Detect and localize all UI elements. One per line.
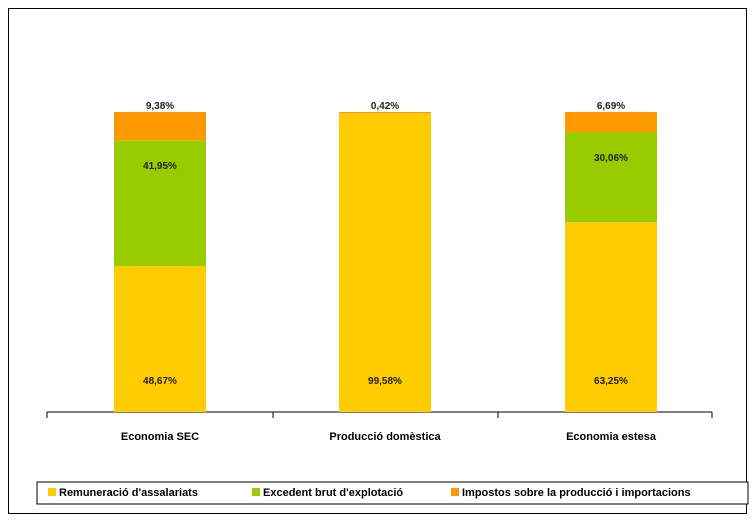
- data-label-economia-estesa-remuneracio-d-assalariats: 63,25%: [594, 376, 628, 387]
- bar-economia-estesa-excedent-brut-d-explotacio: [565, 132, 657, 223]
- data-label-economia-sec-impostos-sobre-la-produccio-i-importacions: 9,38%: [146, 101, 174, 112]
- legend: Remuneració d'assalariats Excedent brut d…: [36, 481, 749, 505]
- legend-label-impostos-sobre-la-produccio-i-importacions: Impostos sobre la producció i importacio…: [462, 487, 691, 499]
- legend-box: [36, 481, 749, 505]
- x-tick-label-economia-sec: Economia SEC: [121, 431, 199, 443]
- data-label-economia-sec-excedent-brut-d-explotacio: 41,95%: [143, 161, 177, 172]
- legend-swatch-remuneracio-d-assalariats: [48, 488, 56, 496]
- bar-economia-sec-impostos-sobre-la-produccio-i-importacions: [114, 112, 206, 141]
- data-label-economia-sec-remuneracio-d-assalariats: 48,67%: [143, 376, 177, 387]
- data-label-produccio-domestica-impostos-sobre-la-produccio-i-importacions: 0,42%: [371, 101, 399, 112]
- x-tick-label-produccio-domestica: Producció domèstica: [329, 431, 441, 443]
- bar-produccio-domestica-impostos-sobre-la-produccio-i-importacions: [339, 112, 431, 114]
- bar-economia-estesa-remuneracio-d-assalariats: [565, 222, 657, 412]
- legend-swatch-excedent-brut-d-explotacio: [252, 488, 260, 496]
- bar-economia-sec-excedent-brut-d-explotacio: [114, 140, 206, 266]
- bar-produccio-domestica-remuneracio-d-assalariats: [339, 113, 431, 412]
- legend-label-excedent-brut-d-explotacio: Excedent brut d'explotació: [263, 487, 403, 499]
- legend-label-remuneracio-d-assalariats: Remuneració d'assalariats: [59, 487, 198, 499]
- x-tick-label-economia-estesa: Economia estesa: [566, 431, 657, 443]
- data-label-economia-estesa-excedent-brut-d-explotacio: 30,06%: [594, 153, 628, 164]
- data-label-produccio-domestica-remuneracio-d-assalariats: 99,58%: [368, 376, 402, 387]
- bar-economia-estesa-impostos-sobre-la-produccio-i-importacions: [565, 112, 657, 133]
- bar-economia-sec-remuneracio-d-assalariats: [114, 265, 206, 412]
- legend-swatch-impostos-sobre-la-produccio-i-importacions: [451, 488, 459, 496]
- data-label-economia-estesa-impostos-sobre-la-produccio-i-importacions: 6,69%: [597, 101, 625, 112]
